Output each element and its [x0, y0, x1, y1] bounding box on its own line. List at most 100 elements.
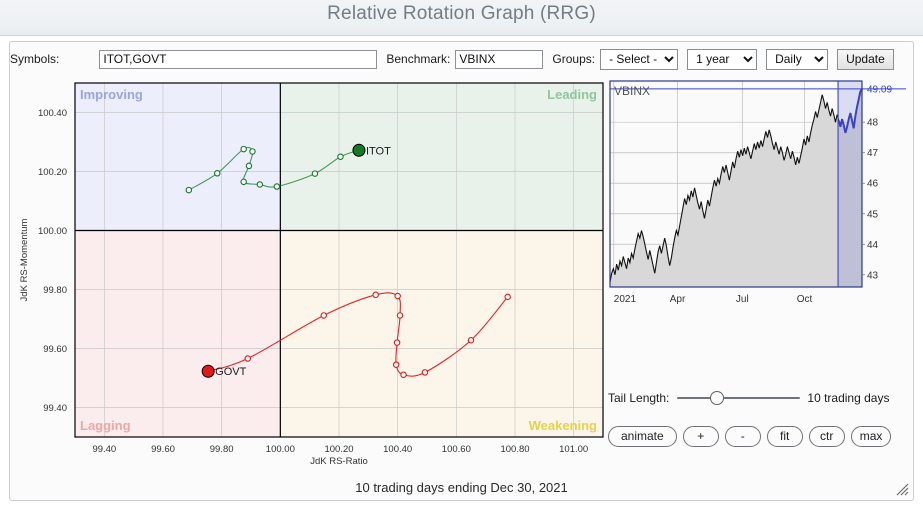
rrg-series-itot[interactable]: ITOT	[185, 143, 391, 194]
series-head-marker[interactable]	[201, 364, 215, 378]
tail-point[interactable]	[421, 369, 429, 376]
x-axis-tick-label: 99.40	[92, 444, 116, 455]
mini-highlight-line	[837, 88, 863, 134]
benchmark-chart[interactable]: VBINX 43 44 45 46 47 48 49.09 2021 Apr Jul Oct	[608, 75, 910, 305]
tail-point[interactable]	[394, 292, 401, 300]
x-axis-tick-label: 99.60	[151, 444, 175, 455]
tail-length-slider[interactable]	[677, 390, 801, 406]
y-axis-tick-label: 99.60	[43, 344, 67, 355]
quadrant-label-weakening: Weakening	[529, 418, 597, 433]
series-head-marker[interactable]	[352, 143, 366, 157]
page-title: Relative Rotation Graph (RRG)	[327, 3, 596, 24]
tail-point[interactable]	[245, 162, 253, 170]
tail-point[interactable]	[392, 361, 400, 368]
quadrant-lagging	[75, 230, 281, 437]
mini-y-tick-label: 46	[867, 179, 879, 190]
mini-area-fill	[610, 88, 862, 288]
animate-button[interactable]: animate	[608, 425, 677, 447]
tail-point[interactable]	[244, 355, 252, 362]
mini-y-tick-label: 47	[867, 148, 879, 159]
update-button[interactable]: Update	[837, 48, 894, 70]
y-axis-tick-label: 100.20	[38, 167, 67, 178]
benchmark-plot-svg[interactable]: VBINX 43 44 45 46 47 48 49.09 2021 Apr Jul Oct	[608, 75, 910, 305]
tail-point[interactable]	[396, 312, 404, 319]
chart-action-buttons: animate + - fit ctr max	[608, 424, 910, 448]
groups-label: Groups:	[552, 52, 596, 66]
tail-length-value: 10 trading days	[807, 391, 890, 405]
tail-point[interactable]	[311, 170, 319, 177]
mini-chart-title: VBINX	[614, 84, 650, 98]
y-axis-tick-label: 100.00	[38, 226, 67, 237]
x-axis-tick-label: 100.40	[383, 444, 412, 455]
frequency-select[interactable]: Daily	[766, 48, 829, 70]
tail-point[interactable]	[393, 339, 401, 346]
tail-point[interactable]	[256, 181, 264, 188]
date-range-select[interactable]: 1 year	[687, 48, 758, 70]
mini-x-tick-label: Apr	[670, 294, 686, 305]
chart-caption: 10 trading days ending Dec 30, 2021	[355, 480, 568, 495]
mini-plot-border	[609, 80, 863, 288]
x-axis-tick-label: 100.00	[266, 444, 295, 455]
quadrant-label-lagging: Lagging	[80, 418, 131, 433]
slider-track[interactable]	[677, 397, 801, 399]
tail-point[interactable]	[240, 145, 247, 153]
tail-point[interactable]	[185, 186, 193, 194]
groups-select[interactable]: - Select -	[600, 48, 679, 70]
mini-y-tick-label: 49.09	[867, 84, 892, 95]
rrg-series-govt[interactable]: GOVT	[201, 291, 511, 379]
mini-x-tick-label: 2021	[614, 294, 637, 305]
tail-point[interactable]	[273, 183, 281, 190]
x-axis-tick-label: 101.00	[559, 444, 588, 455]
tail-point[interactable]	[400, 371, 407, 379]
plot-border	[74, 82, 604, 438]
y-axis-title: JdK RS-Momentum	[19, 218, 30, 301]
main-panel: Symbols: Benchmark: Groups: - Select - 1…	[9, 41, 914, 501]
center-button[interactable]: ctr	[808, 425, 845, 447]
tail-point[interactable]	[467, 336, 475, 344]
quadrant-label-leading: Leading	[547, 87, 597, 102]
mini-y-tick-label: 48	[867, 118, 879, 129]
series-label: ITOT	[366, 145, 391, 157]
symbols-input[interactable]	[99, 49, 378, 69]
symbols-label: Symbols:	[10, 52, 60, 66]
toolbar: Symbols: Benchmark: Groups: - Select - 1…	[10, 46, 915, 72]
slider-knob[interactable]	[710, 391, 725, 405]
rrg-plot-svg[interactable]: Improving Leading Lagging Weakening ITOT GOVT…	[15, 75, 605, 493]
x-axis-tick-label: 100.20	[324, 444, 353, 455]
window-titlebar: Relative Rotation Graph (RRG)	[0, 0, 923, 36]
y-axis-tick-label: 100.40	[38, 108, 67, 119]
x-axis-title: JdK RS-Ratio	[310, 456, 368, 467]
series-label: GOVT	[215, 366, 246, 378]
y-axis-tick-label: 99.40	[43, 403, 67, 414]
fit-button[interactable]: fit	[766, 425, 803, 447]
quadrant-leading	[280, 83, 603, 231]
max-button[interactable]: max	[850, 425, 892, 447]
y-axis-tick-label: 99.80	[43, 285, 67, 296]
tail-length-label: Tail Length:	[608, 391, 670, 405]
rrg-chart[interactable]: Improving Leading Lagging Weakening ITOT GOVT…	[15, 75, 605, 493]
mini-x-tick-label: Jul	[736, 294, 749, 305]
x-axis-tick-label: 99.80	[210, 444, 234, 455]
decrease-button[interactable]: -	[724, 425, 761, 447]
benchmark-label: Benchmark:	[386, 52, 451, 66]
tail-point[interactable]	[504, 293, 511, 301]
mini-x-tick-label: Oct	[797, 294, 813, 305]
quadrant-improving	[75, 83, 281, 231]
tail-length-control: Tail Length: 10 trading days	[608, 387, 910, 409]
quadrant-label-improving: Improving	[80, 87, 143, 102]
mini-y-tick-label: 45	[867, 209, 879, 220]
tail-point[interactable]	[320, 312, 327, 319]
tail-point[interactable]	[240, 178, 247, 186]
benchmark-input[interactable]	[455, 49, 544, 69]
mini-price-line	[609, 88, 863, 283]
mini-y-tick-label: 44	[867, 240, 879, 251]
tail-point[interactable]	[372, 291, 379, 299]
tail-point[interactable]	[214, 170, 221, 177]
tail-point[interactable]	[337, 153, 344, 161]
quadrant-weakening	[280, 230, 603, 437]
x-axis-tick-label: 100.80	[500, 444, 529, 455]
tail-point[interactable]	[249, 148, 256, 155]
increase-button[interactable]: +	[682, 425, 719, 447]
resize-grip-icon[interactable]	[895, 482, 909, 496]
